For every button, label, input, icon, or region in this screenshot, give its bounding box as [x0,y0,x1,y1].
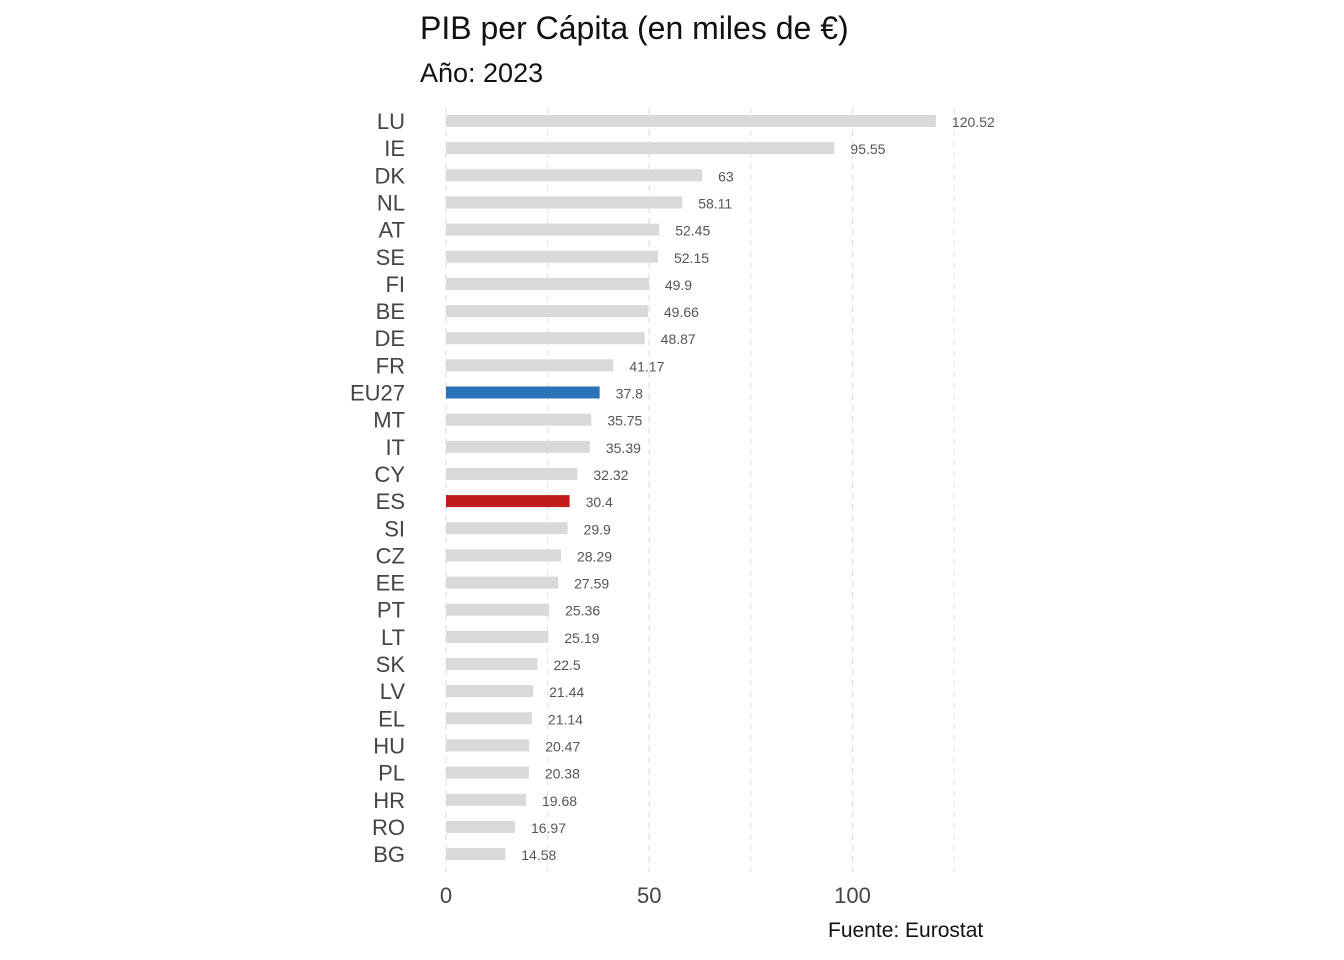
category-label: IT [385,435,405,460]
value-label: 41.17 [629,358,664,374]
value-label: 19.68 [542,793,577,809]
bar-eu27 [446,386,600,399]
category-label: BG [373,842,405,867]
bar-hu [446,739,530,752]
category-label: BE [376,299,405,324]
value-label: 27.59 [574,576,609,592]
value-label: 32.32 [593,467,628,483]
value-label: 95.55 [850,141,885,157]
bars [446,115,936,861]
value-label: 58.11 [698,195,732,211]
value-label: 49.9 [665,277,692,293]
bar-fi [446,277,649,290]
value-label: 14.58 [521,847,556,863]
category-label: FR [376,353,405,378]
category-label: EE [376,571,405,596]
chart-subtitle: Año: 2023 [420,58,544,88]
category-label: MT [373,408,405,433]
bar-at [446,223,660,236]
category-label: PL [378,761,405,786]
value-label: 25.36 [565,603,600,619]
category-label: DE [374,326,405,351]
category-label: IE [384,136,405,161]
value-label: 20.38 [545,766,580,782]
bar-lt [446,630,549,643]
bar-be [446,305,648,318]
bar-hr [446,793,526,806]
category-label: CY [374,462,405,487]
value-label: 21.14 [548,711,583,727]
value-label: 25.19 [564,630,599,646]
category-label: EU27 [350,381,405,406]
bar-se [446,250,658,263]
value-label: 52.45 [675,223,710,239]
category-label: CZ [376,543,405,568]
bar-es [446,495,570,508]
bar-lu [446,115,936,127]
category-label: FI [385,272,405,297]
category-label: SI [384,516,405,541]
category-label: AT [379,218,405,243]
value-label: 35.75 [607,413,642,429]
category-label: NL [377,190,405,215]
category-label: ES [376,489,405,514]
value-label: 63 [718,168,734,184]
chart-title: PIB per Cápita (en miles de €) [420,10,849,46]
category-label: LV [380,679,406,704]
value-label: 22.5 [553,657,580,673]
bar-cz [446,549,561,562]
category-label: SK [376,652,406,677]
category-label: RO [372,815,405,840]
bar-de [446,332,645,345]
x-axis-ticks: 0 50 100 [440,883,871,908]
bar-pt [446,603,550,616]
bar-pl [446,766,529,779]
bar-el [446,712,532,725]
category-label: DK [374,163,405,188]
category-label: HU [373,733,405,758]
bar-mt [446,413,592,426]
category-label: HR [373,788,405,813]
value-label: 28.29 [577,548,612,564]
x-tick-label: 100 [834,883,871,908]
bar-ro [446,820,515,833]
category-label: PT [377,598,405,623]
bar-nl [446,196,683,209]
value-label: 49.66 [664,304,699,320]
value-label: 30.4 [586,494,613,510]
value-label: 35.39 [606,440,641,456]
x-tick-label: 0 [440,883,452,908]
bar-ie [446,142,835,155]
category-label: LU [377,109,405,134]
value-label: 52.15 [674,250,709,266]
bar-it [446,440,590,453]
x-tick-label: 50 [637,883,661,908]
bar-fr [446,359,614,372]
value-label: 29.9 [584,521,611,537]
value-labels: 120.52 95.55 63 58.11 52.45 52.15 49.9 49.66 48.… [521,114,995,863]
bar-cy [446,467,578,480]
chart-caption: Fuente: Eurostat [828,919,984,942]
bar-bg [446,848,506,861]
bar-ee [446,576,559,589]
value-label: 16.97 [531,820,566,836]
category-label: SE [376,245,405,270]
category-label: EL [378,706,405,731]
value-label: 20.47 [545,738,580,754]
value-label: 21.44 [549,684,584,700]
bar-si [446,522,568,535]
bar-sk [446,658,538,670]
value-label: 37.8 [616,386,643,402]
value-label: 48.87 [661,331,696,347]
category-label: LT [381,625,405,650]
value-label: 120.52 [952,114,995,130]
bar-lv [446,685,534,698]
bar-dk [446,169,703,182]
